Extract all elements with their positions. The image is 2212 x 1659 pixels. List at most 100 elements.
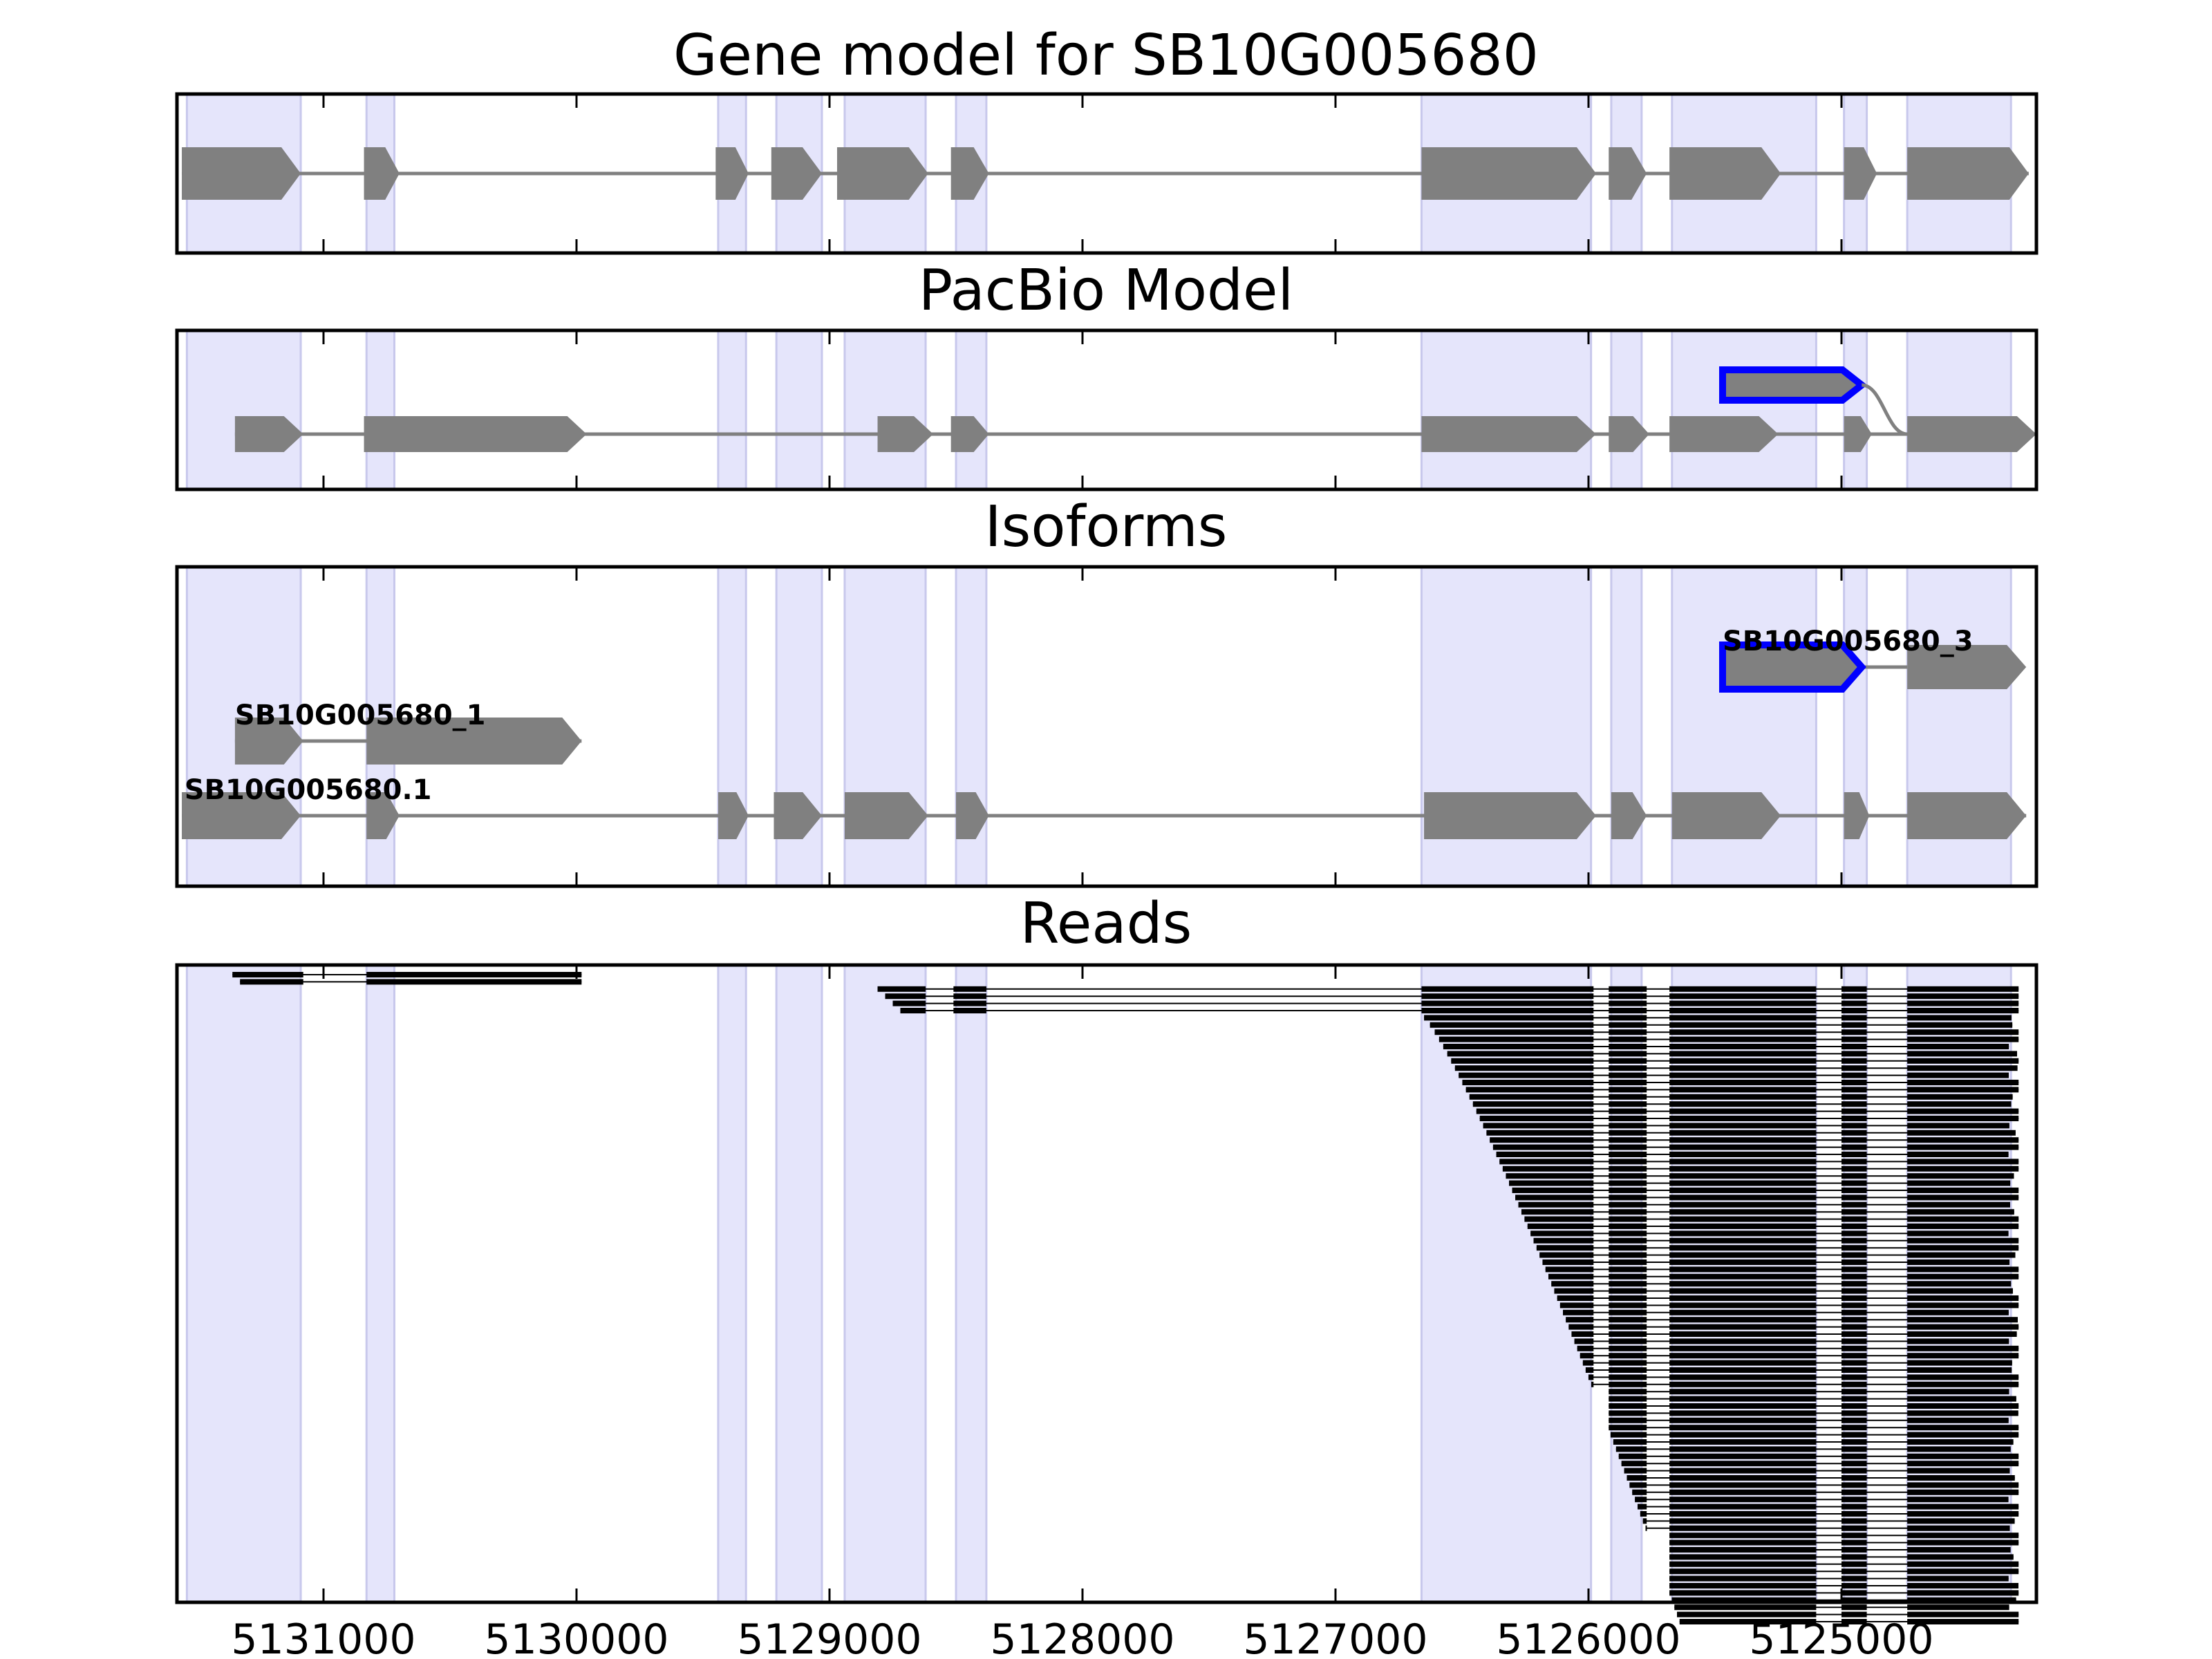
read-exon bbox=[1462, 1080, 1594, 1085]
read-exon bbox=[1483, 1123, 1594, 1129]
isoform-0-exon-2 bbox=[718, 792, 749, 839]
read-exon bbox=[1577, 1345, 1594, 1351]
isoform-label: SB10G005680.1 bbox=[185, 774, 432, 806]
gene-model-exon-9 bbox=[1844, 147, 1877, 200]
read-exon bbox=[1841, 1051, 1867, 1057]
read-exon bbox=[1841, 1080, 1867, 1085]
read-exon bbox=[1609, 1144, 1647, 1150]
read-exon bbox=[1841, 1381, 1867, 1387]
read-exon bbox=[1907, 1216, 2019, 1222]
read-exon bbox=[1669, 1590, 1817, 1596]
read-exon bbox=[1479, 1116, 1594, 1121]
read-exon bbox=[1841, 1590, 1867, 1596]
read-exon bbox=[1907, 1123, 2009, 1129]
read-exon bbox=[1635, 1497, 1647, 1503]
read-exon bbox=[1609, 1080, 1647, 1085]
read-exon bbox=[1496, 1152, 1594, 1157]
read-exon bbox=[1669, 1547, 1817, 1553]
read-exon bbox=[1907, 1058, 2019, 1064]
read-exon bbox=[1669, 1051, 1817, 1057]
pacbio-main-exon-0 bbox=[234, 416, 303, 452]
read-exon bbox=[1841, 993, 1867, 1000]
read-exon bbox=[1841, 1188, 1867, 1193]
read-exon bbox=[1609, 1130, 1647, 1136]
read-exon bbox=[1669, 1101, 1817, 1107]
read-exon bbox=[1669, 1367, 1817, 1373]
read-exon bbox=[1609, 1367, 1647, 1373]
read-exon bbox=[1841, 1489, 1867, 1495]
read-exon bbox=[1679, 1619, 1817, 1624]
read-exon bbox=[240, 979, 303, 985]
read-exon bbox=[1907, 1188, 2019, 1193]
isoform-label: SB10G005680_1 bbox=[235, 700, 486, 731]
read-exon bbox=[1907, 1000, 2019, 1006]
read-exon bbox=[1669, 1237, 1817, 1244]
read-exon bbox=[1609, 1389, 1647, 1395]
read-exon bbox=[1609, 1137, 1647, 1143]
read-exon bbox=[1669, 1360, 1817, 1366]
exon-highlight-4 bbox=[843, 964, 927, 1604]
read-exon bbox=[1640, 1511, 1647, 1517]
read-exon bbox=[1465, 1087, 1594, 1093]
read-exon bbox=[1841, 1575, 1867, 1582]
read-exon bbox=[1907, 1309, 2009, 1315]
read-exon bbox=[1907, 1482, 2019, 1488]
read-exon bbox=[1609, 1259, 1647, 1265]
read-exon bbox=[1506, 1173, 1594, 1179]
read-exon bbox=[1669, 1266, 1817, 1273]
read-exon bbox=[1551, 1281, 1594, 1287]
gene-model-exon-10 bbox=[1907, 147, 2029, 200]
read-exon bbox=[1669, 1554, 1817, 1560]
read-exon bbox=[1907, 1446, 2011, 1452]
read-exon bbox=[1907, 1130, 2016, 1136]
read-exon bbox=[1841, 1137, 1867, 1143]
read-exon bbox=[1907, 1273, 2019, 1280]
read-exon bbox=[1609, 1317, 1647, 1323]
read-exon bbox=[1841, 1252, 1867, 1258]
read-exon bbox=[1609, 1324, 1647, 1330]
read-exon bbox=[1669, 1583, 1817, 1588]
read-exon bbox=[1451, 1058, 1594, 1064]
gene-model-exon-8 bbox=[1669, 147, 1781, 200]
x-tick-label: 5125000 bbox=[1749, 1615, 1933, 1659]
read-exon bbox=[1609, 1101, 1647, 1107]
read-exon bbox=[1499, 1159, 1594, 1165]
read-exon bbox=[1907, 1051, 2018, 1057]
gene-model-exon-6 bbox=[1421, 147, 1596, 200]
read-exon bbox=[1609, 1252, 1647, 1258]
read-exon bbox=[1669, 1252, 1817, 1258]
read-exon bbox=[1841, 1389, 1867, 1395]
read-exon bbox=[1609, 1044, 1647, 1049]
read-exon bbox=[1671, 1597, 1817, 1603]
read-exon bbox=[1609, 1288, 1647, 1294]
read-exon bbox=[1609, 1058, 1647, 1064]
read-exon bbox=[1574, 1338, 1594, 1344]
read-exon bbox=[1637, 1503, 1647, 1510]
read-exon bbox=[885, 993, 926, 1000]
read-exon bbox=[1841, 1525, 1867, 1531]
x-tick-label: 5129000 bbox=[737, 1615, 921, 1659]
read-exon bbox=[1907, 1331, 2017, 1337]
read-exon bbox=[1609, 1180, 1647, 1186]
read-exon bbox=[1669, 1417, 1817, 1423]
read-exon bbox=[1907, 1252, 2016, 1258]
read-exon bbox=[1841, 1029, 1867, 1035]
read-exon bbox=[1421, 986, 1594, 992]
read-exon bbox=[1841, 1008, 1867, 1013]
read-exon bbox=[1841, 1194, 1867, 1201]
pacbio-main-exon-1 bbox=[364, 416, 587, 452]
read-exon bbox=[1580, 1353, 1594, 1359]
read-exon bbox=[1907, 986, 2019, 992]
read-exon bbox=[1645, 1525, 1647, 1531]
read-exon bbox=[1669, 1374, 1817, 1380]
read-exon bbox=[1841, 1065, 1867, 1071]
read-exon bbox=[1669, 1353, 1817, 1359]
read-exon bbox=[1669, 1482, 1817, 1488]
x-tick-label: 5130000 bbox=[484, 1615, 668, 1659]
read-exon bbox=[1539, 1252, 1594, 1258]
read-exon bbox=[1841, 1259, 1867, 1265]
exon-highlight-2 bbox=[717, 329, 747, 491]
read-exon bbox=[1669, 1080, 1817, 1085]
read-exon bbox=[1907, 1345, 2019, 1351]
read-exon bbox=[1669, 1331, 1817, 1337]
